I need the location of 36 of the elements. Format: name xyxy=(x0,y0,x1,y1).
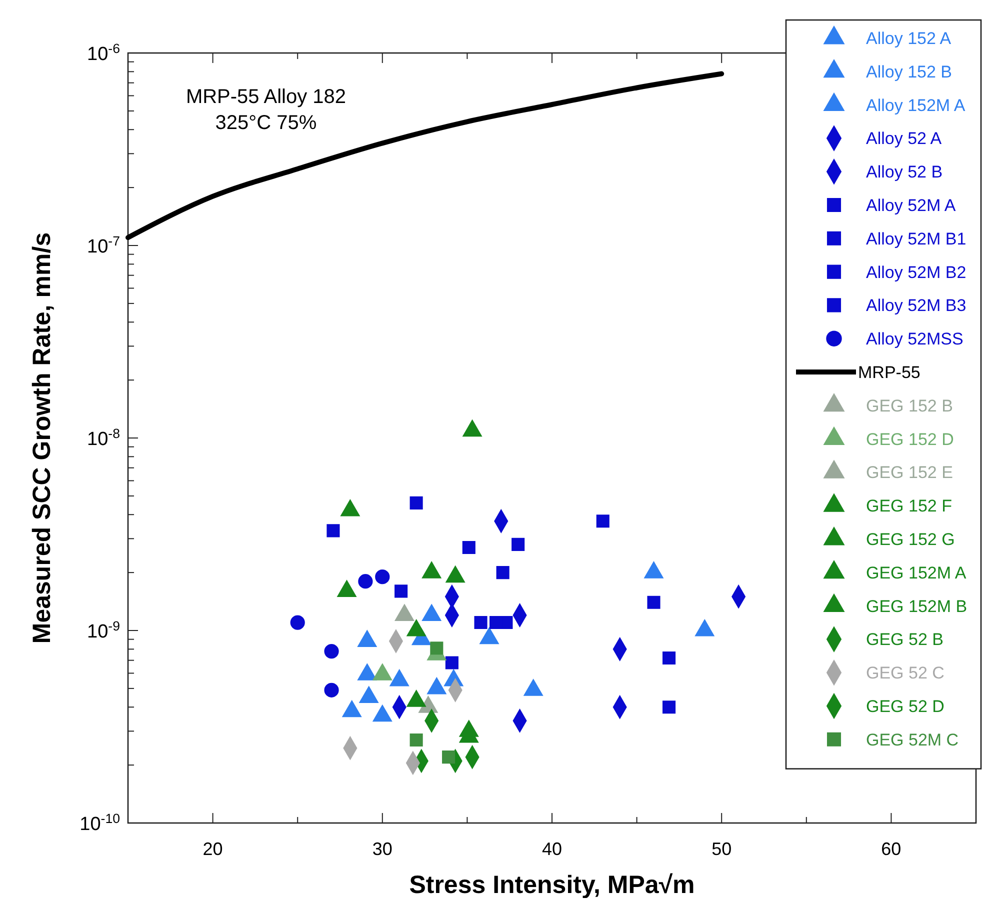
x-tick-label: 40 xyxy=(542,839,562,859)
legend-label: Alloy 52MSS xyxy=(866,330,964,349)
legend-label: Alloy 52M A xyxy=(866,196,956,215)
y-tick-label: 10$^{-10}$ xyxy=(80,810,120,835)
annotation: MRP-55 Alloy 182 xyxy=(186,86,346,108)
legend-label: GEG 52 B xyxy=(866,630,944,650)
legend-label: GEG 52 D xyxy=(866,697,944,716)
legend-label: GEG 152 F xyxy=(866,496,952,516)
legend-label: GEG 152M A xyxy=(866,563,967,582)
y-tick-label: 10$^{-7}$ xyxy=(87,233,120,258)
annotation: 325°C 75% xyxy=(215,112,317,134)
legend-label: GEG 152 E xyxy=(866,463,953,482)
x-axis-title: Stress Intensity, MPa√m xyxy=(409,871,695,899)
legend-label: Alloy 52 A xyxy=(866,129,942,148)
y-tick-label: 10$^{-8}$ xyxy=(87,426,120,450)
y-tick-label: 10$^{-6}$ xyxy=(87,40,120,65)
legend-label: Alloy 52 B xyxy=(866,162,943,182)
legend-label: Alloy 152 B xyxy=(866,62,952,82)
legend-label: Alloy 52M B1 xyxy=(866,229,966,248)
legend-label: GEG 152 B xyxy=(866,396,953,416)
x-tick-label: 50 xyxy=(712,839,732,859)
legend-label: GEG 152 D xyxy=(866,430,954,449)
y-axis-title: Measured SCC Growth Rate, mm/s xyxy=(28,232,56,644)
legend-label: GEG 152 G xyxy=(866,530,955,549)
legend-label: Alloy 52M B3 xyxy=(866,296,966,316)
x-tick-label: 30 xyxy=(372,839,392,859)
y-tick-label: 10$^{-9}$ xyxy=(87,618,120,642)
legend-label: MRP-55 xyxy=(858,363,920,382)
x-tick-label: 60 xyxy=(881,839,902,859)
x-tick-label: 20 xyxy=(202,839,223,859)
legend-label: GEG 52 C xyxy=(866,664,944,683)
legend-label: GEG 152M B xyxy=(866,596,968,616)
legend-label: Alloy 152M A xyxy=(866,96,966,115)
legend-label: Alloy 52M B2 xyxy=(866,262,966,282)
legend-label: Alloy 152 A xyxy=(866,29,952,48)
legend-label: GEG 52M C xyxy=(866,730,959,750)
